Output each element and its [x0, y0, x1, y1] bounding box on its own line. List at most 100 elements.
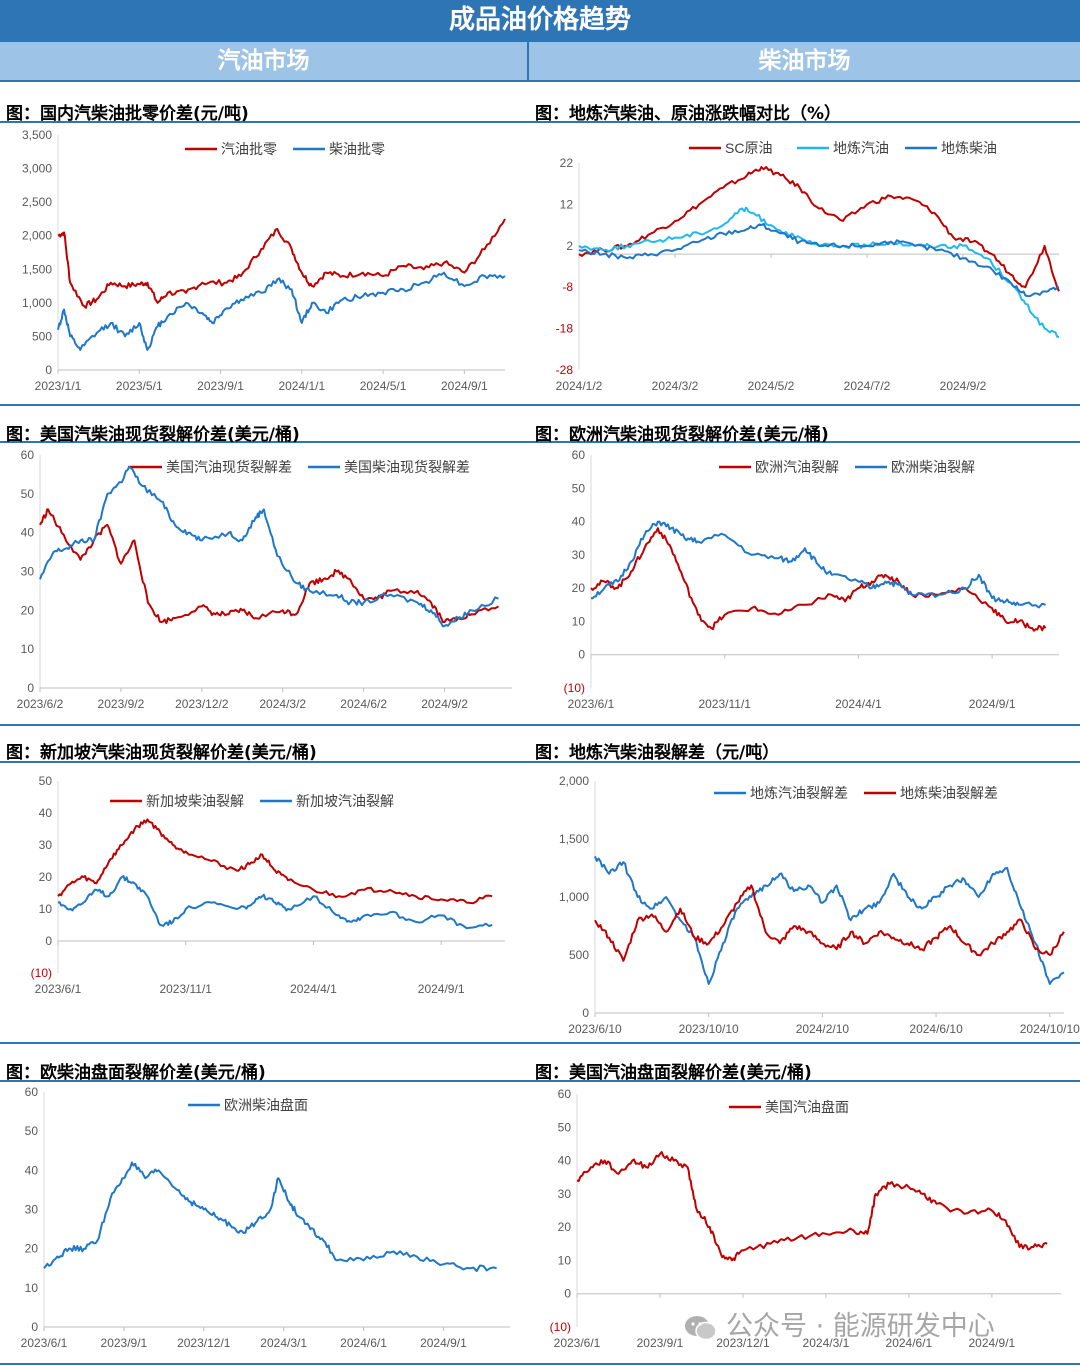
x-tick-label: 2023/1/1 — [35, 379, 82, 393]
legend-label: 柴油批零 — [329, 141, 385, 157]
legend-label: 美国柴油现货裂解差 — [344, 459, 470, 475]
y-tick-label: 30 — [25, 1203, 39, 1217]
x-tick-label: 2024/5/2 — [748, 379, 795, 393]
y-tick-label: 30 — [572, 548, 586, 562]
divider — [0, 80, 1080, 82]
series-line-1 — [578, 166, 1060, 292]
divider — [0, 1042, 1080, 1044]
watermark: 公众号 · 能源研发中心 — [684, 1304, 995, 1343]
chart-eu-diesel-futures-crack: 0 10 20 30 40 50 60 2023/6/1 2023/9/1 2023/12/1 20… — [21, 1085, 510, 1350]
chart-title: 图：国内汽柴油批零价差(元/吨) — [6, 104, 249, 124]
series-line-1 — [576, 1151, 1048, 1262]
x-tick-label: 2024/4/1 — [835, 697, 882, 711]
legend-label: 美国汽油盘面 — [765, 1099, 849, 1115]
y-tick-label: 1,500 — [22, 262, 52, 276]
x-tick-label: 2024/4/1 — [290, 982, 337, 996]
x-tick-label: 2024/1/1 — [278, 379, 325, 393]
x-tick-label: 2024/1/2 — [556, 379, 603, 393]
y-tick-label: 60 — [558, 1087, 572, 1101]
x-tick-label: 2024/9/1 — [968, 1336, 1015, 1350]
x-tick-label: 2023/5/1 — [116, 379, 163, 393]
y-tick-label: 2,500 — [22, 195, 52, 209]
gasoline-section-header: 汽油市场 — [0, 42, 527, 80]
divider — [0, 1363, 1080, 1365]
y-tick-label: 0 — [27, 681, 34, 695]
legend-label: 欧洲柴油裂解 — [891, 459, 975, 475]
y-tick-label: 40 — [39, 806, 53, 820]
series-line-2 — [594, 884, 1065, 962]
legend-label: 欧洲柴油盘面 — [224, 1097, 308, 1113]
y-tick-label: 50 — [39, 774, 53, 788]
x-tick-label: 2024/5/1 — [360, 379, 407, 393]
x-tick-label: 2023/12/2 — [175, 697, 229, 711]
chart-title: 图：地炼汽柴油裂解差（元/吨） — [535, 743, 780, 763]
x-tick-label: 2024/9/1 — [969, 697, 1016, 711]
legend-label: 新加坡柴油裂解 — [146, 793, 244, 809]
y-tick-label: 12 — [560, 197, 574, 211]
x-tick-label: 2023/6/1 — [21, 1336, 68, 1350]
series-line-1 — [39, 508, 499, 625]
diesel-section-header: 柴油市场 — [529, 42, 1080, 80]
y-tick-label: 0 — [564, 1287, 571, 1301]
divider — [0, 724, 1080, 726]
divider — [0, 40, 1080, 42]
wechat-icon — [685, 1315, 717, 1340]
chart-title: 图：欧柴油盘面裂解价差(美元/桶) — [6, 1063, 266, 1083]
y-tick-label: (10) — [564, 681, 585, 695]
legend-label: 地炼汽油裂解差 — [750, 785, 848, 801]
x-tick-label: 2024/3/1 — [803, 1336, 850, 1350]
y-tick-label: -8 — [562, 280, 573, 294]
x-tick-label: 2024/9/1 — [418, 982, 465, 996]
y-tick-label: 30 — [558, 1187, 572, 1201]
divider — [0, 441, 1080, 443]
series-line-2 — [39, 465, 499, 628]
chart-retail-spread: 0 500 1,000 1,500 2,000 2,500 3,000 3,500 2023/1… — [22, 128, 506, 393]
y-tick-label: 50 — [21, 487, 35, 501]
chart-sg-spot-crack: (10) 0 10 20 30 40 50 2023/6/1 2023/11/1 2024/4/1… — [31, 774, 505, 996]
y-tick-label: 40 — [25, 1163, 39, 1177]
legend-label: 地炼柴油 — [941, 140, 997, 156]
y-tick-label: 60 — [25, 1085, 39, 1099]
x-tick-label: 2023/9/1 — [101, 1336, 148, 1350]
legend-label: 新加坡汽油裂解 — [296, 793, 394, 809]
y-tick-label: 1,500 — [559, 832, 589, 846]
divider — [0, 761, 1080, 763]
page-title: 成品油价格趋势 — [0, 0, 1080, 40]
series-line-1 — [57, 218, 506, 309]
y-tick-label: 500 — [32, 329, 52, 343]
x-tick-label: 2024/2/10 — [796, 1022, 850, 1036]
x-tick-label: 2023/12/1 — [177, 1336, 231, 1350]
series-line-2 — [578, 206, 1060, 338]
y-tick-label: 500 — [569, 948, 589, 962]
series-line-1 — [43, 1161, 497, 1272]
x-tick-label: 2023/6/2 — [17, 697, 64, 711]
y-tick-label: 1,000 — [559, 890, 589, 904]
x-tick-label: 2023/9/1 — [637, 1336, 684, 1350]
y-tick-label: 10 — [558, 1253, 572, 1267]
y-tick-label: 40 — [21, 526, 35, 540]
chart-refinery-crack: 0 500 1,000 1,500 2,000 2023/6/10 2023/10/10 20… — [559, 774, 1080, 1036]
y-tick-label: 50 — [558, 1120, 572, 1134]
x-tick-label: 2023/6/1 — [554, 1336, 601, 1350]
series-line-1 — [57, 818, 493, 905]
x-tick-label: 2024/6/10 — [909, 1022, 963, 1036]
y-tick-label: -28 — [556, 363, 574, 377]
series-line-2 — [57, 271, 506, 351]
x-tick-label: 2023/9/2 — [98, 697, 145, 711]
y-tick-label: 10 — [39, 902, 53, 916]
chart-title: 图：美国汽柴油现货裂解价差(美元/桶) — [6, 425, 300, 445]
x-tick-label: 2024/6/1 — [340, 1336, 387, 1350]
x-tick-label: 2024/10/10 — [1020, 1022, 1080, 1036]
x-tick-label: 2024/3/2 — [259, 697, 306, 711]
chart-us-spot-crack: 0 10 20 30 40 50 60 2023/6/2 2023/9/2 2023/12/2 20… — [17, 448, 512, 711]
chart-title: 图：欧洲汽柴油现货裂解价差(美元/桶) — [535, 425, 829, 445]
x-tick-label: 2023/11/1 — [159, 982, 212, 996]
x-tick-label: 2024/3/2 — [652, 379, 699, 393]
series-line-2 — [57, 875, 493, 930]
x-tick-label: 2024/7/2 — [844, 379, 891, 393]
x-tick-label: 2023/11/1 — [698, 697, 751, 711]
series-line-1 — [594, 856, 1065, 985]
chart-title: 图：新加坡汽柴油现货裂解价差(美元/桶) — [6, 743, 317, 763]
y-tick-label: 3,000 — [22, 162, 52, 176]
divider — [0, 1080, 1080, 1082]
